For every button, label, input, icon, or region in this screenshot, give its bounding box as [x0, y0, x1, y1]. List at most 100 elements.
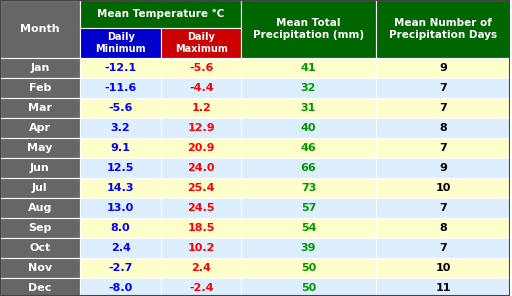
Text: 12.9: 12.9 — [187, 123, 215, 133]
Text: Daily
Minimum: Daily Minimum — [95, 32, 146, 54]
Text: 20.9: 20.9 — [187, 143, 215, 153]
Bar — [241, 178, 376, 198]
Text: 50: 50 — [301, 263, 316, 273]
Text: -8.0: -8.0 — [109, 283, 133, 293]
Text: Feb: Feb — [29, 83, 51, 93]
Bar — [241, 278, 376, 296]
Text: 7: 7 — [439, 83, 447, 93]
Text: Mean Total
Precipitation (mm): Mean Total Precipitation (mm) — [253, 18, 364, 40]
Bar — [80, 138, 161, 158]
Text: 25.4: 25.4 — [187, 183, 215, 193]
Bar — [161, 278, 241, 296]
Text: 8: 8 — [439, 223, 447, 233]
Bar — [241, 58, 376, 78]
Bar — [376, 258, 510, 278]
Text: -12.1: -12.1 — [104, 63, 137, 73]
Text: Mean Number of
Precipitation Days: Mean Number of Precipitation Days — [389, 18, 497, 40]
Text: -2.4: -2.4 — [189, 283, 214, 293]
Text: Mar: Mar — [28, 103, 52, 113]
Text: 18.5: 18.5 — [187, 223, 215, 233]
Text: 39: 39 — [301, 243, 316, 253]
Text: 12.5: 12.5 — [107, 163, 134, 173]
Bar — [161, 138, 241, 158]
Text: 1.2: 1.2 — [191, 103, 211, 113]
Bar — [376, 278, 510, 296]
Bar — [0, 0, 80, 58]
Text: 46: 46 — [301, 143, 316, 153]
Text: -11.6: -11.6 — [104, 83, 137, 93]
Text: Sep: Sep — [28, 223, 52, 233]
Text: Daily
Maximum: Daily Maximum — [175, 32, 228, 54]
Bar — [80, 0, 241, 28]
Bar — [376, 238, 510, 258]
Bar — [376, 58, 510, 78]
Bar — [376, 118, 510, 138]
Text: May: May — [27, 143, 53, 153]
Text: 2.4: 2.4 — [191, 263, 211, 273]
Bar — [376, 0, 510, 58]
Bar — [0, 238, 80, 258]
Bar — [161, 198, 241, 218]
Bar — [241, 158, 376, 178]
Bar — [80, 78, 161, 98]
Bar — [161, 78, 241, 98]
Text: 54: 54 — [301, 223, 316, 233]
Text: 66: 66 — [301, 163, 316, 173]
Bar — [241, 238, 376, 258]
Bar — [80, 28, 161, 58]
Bar — [161, 238, 241, 258]
Text: 40: 40 — [301, 123, 316, 133]
Bar — [241, 258, 376, 278]
Text: 10.2: 10.2 — [187, 243, 215, 253]
Text: Nov: Nov — [28, 263, 52, 273]
Text: 50: 50 — [301, 283, 316, 293]
Text: Month: Month — [20, 24, 60, 34]
Bar — [161, 258, 241, 278]
Bar — [161, 178, 241, 198]
Text: 24.0: 24.0 — [187, 163, 215, 173]
Bar — [80, 218, 161, 238]
Text: -5.6: -5.6 — [109, 103, 133, 113]
Bar — [241, 138, 376, 158]
Text: 3.2: 3.2 — [111, 123, 131, 133]
Text: 2.4: 2.4 — [111, 243, 131, 253]
Bar — [0, 218, 80, 238]
Bar — [241, 118, 376, 138]
Text: 7: 7 — [439, 143, 447, 153]
Text: 7: 7 — [439, 103, 447, 113]
Text: 8: 8 — [439, 123, 447, 133]
Bar — [161, 158, 241, 178]
Bar — [376, 178, 510, 198]
Text: 9.1: 9.1 — [111, 143, 131, 153]
Bar — [161, 58, 241, 78]
Bar — [80, 118, 161, 138]
Bar — [0, 118, 80, 138]
Bar — [0, 278, 80, 296]
Bar — [80, 198, 161, 218]
Text: Jun: Jun — [30, 163, 50, 173]
Text: -4.4: -4.4 — [189, 83, 214, 93]
Text: 10: 10 — [435, 263, 451, 273]
Bar — [241, 98, 376, 118]
Bar — [0, 258, 80, 278]
Bar — [376, 78, 510, 98]
Text: Jul: Jul — [32, 183, 48, 193]
Bar — [0, 138, 80, 158]
Bar — [161, 28, 241, 58]
Bar — [376, 98, 510, 118]
Bar — [161, 118, 241, 138]
Bar — [376, 198, 510, 218]
Text: 13.0: 13.0 — [107, 203, 134, 213]
Bar — [376, 138, 510, 158]
Bar — [0, 78, 80, 98]
Text: 7: 7 — [439, 203, 447, 213]
Text: 32: 32 — [301, 83, 316, 93]
Text: Oct: Oct — [29, 243, 51, 253]
Text: 41: 41 — [301, 63, 316, 73]
Bar — [0, 178, 80, 198]
Text: 10: 10 — [435, 183, 451, 193]
Text: 24.5: 24.5 — [187, 203, 215, 213]
Bar — [161, 98, 241, 118]
Text: 8.0: 8.0 — [111, 223, 131, 233]
Text: Apr: Apr — [29, 123, 51, 133]
